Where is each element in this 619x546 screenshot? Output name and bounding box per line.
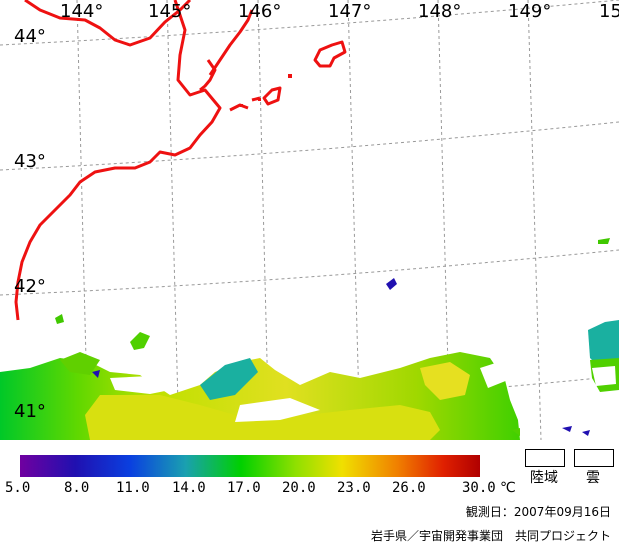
scale-tick-label: 30.0 [462, 480, 496, 496]
project-credit: 岩手県／宇宙開発事業団 共同プロジェクト [370, 529, 611, 543]
longitude-label: 147° [328, 1, 372, 22]
sea-surface-temperature-map: 144° 145° 146° 147° 148° 149° 15 44° 43°… [0, 0, 619, 440]
longitude-label: 144° [60, 1, 104, 22]
coastline-kunashiri [208, 9, 254, 76]
longitude-label: 148° [418, 1, 462, 22]
temperature-unit: ℃ [500, 480, 516, 496]
scale-tick-label: 26.0 [392, 480, 426, 496]
map-canvas [0, 0, 619, 440]
longitude-label: 145° [148, 1, 192, 22]
longitude-label: 146° [238, 1, 282, 22]
temperature-color-scale [20, 455, 480, 477]
scale-tick-label: 17.0 [227, 480, 261, 496]
scale-tick-label: 23.0 [337, 480, 371, 496]
latitude-label: 44° [14, 26, 46, 47]
sst-data-area [0, 238, 619, 440]
latitude-label: 43° [14, 151, 46, 172]
coastline-nemuro-peninsula [199, 59, 217, 92]
longitude-label: 149° [508, 1, 552, 22]
coastline-hokkaido-south [14, 0, 222, 321]
latitude-grid-lines [0, 0, 619, 421]
coastline-hokkaido-east [24, 0, 192, 47]
latitude-label: 42° [14, 276, 46, 297]
cloud-legend-label: 雲 [586, 470, 600, 486]
longitude-label: 15 [599, 1, 619, 22]
scale-tick-label: 8.0 [64, 480, 90, 496]
small-islands [240, 74, 292, 107]
latitude-label: 41° [14, 401, 46, 422]
land-legend-swatch [525, 449, 565, 467]
coastline-etorofu [313, 40, 347, 68]
coastline-habomai-1 [229, 103, 249, 112]
scale-tick-label: 11.0 [116, 480, 150, 496]
cloud-legend-swatch [574, 449, 614, 467]
land-legend-label: 陸域 [530, 470, 558, 486]
scale-tick-label: 20.0 [282, 480, 316, 496]
scale-tick-label: 14.0 [172, 480, 206, 496]
coastline-shikotan [262, 86, 282, 106]
coastline [14, 0, 347, 321]
observation-date: 観測日：2007年09月16日 [465, 505, 611, 519]
scale-tick-label: 5.0 [5, 480, 31, 496]
